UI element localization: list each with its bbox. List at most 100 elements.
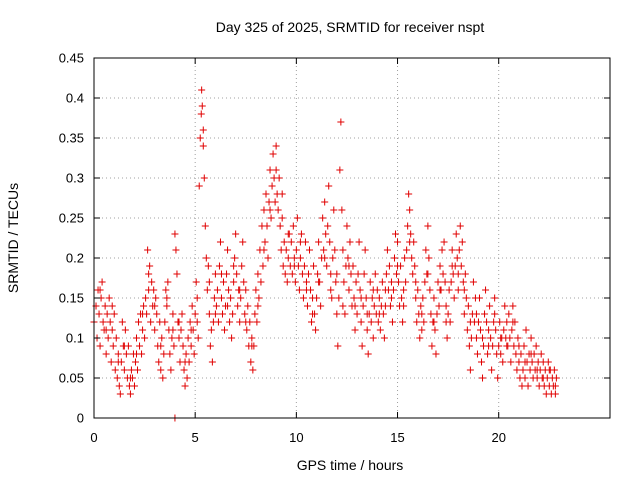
data-point xyxy=(95,310,103,318)
data-point xyxy=(361,246,369,254)
data-point xyxy=(458,238,466,246)
data-point xyxy=(131,358,139,366)
data-point xyxy=(242,286,250,294)
data-point xyxy=(116,390,124,398)
data-point xyxy=(108,302,116,310)
data-point xyxy=(447,278,455,286)
data-point xyxy=(186,318,194,326)
data-point xyxy=(195,182,203,190)
data-point xyxy=(435,302,443,310)
data-point xyxy=(552,374,560,382)
data-point xyxy=(469,278,477,286)
data-point xyxy=(201,222,209,230)
y-tick-label: 0 xyxy=(77,411,84,426)
data-point xyxy=(264,254,272,262)
data-point xyxy=(368,294,376,302)
data-point xyxy=(473,350,481,358)
data-point xyxy=(404,222,412,230)
data-point xyxy=(375,310,383,318)
data-point xyxy=(188,302,196,310)
y-tick-label: 0.45 xyxy=(59,51,84,66)
data-point xyxy=(101,302,109,310)
data-point xyxy=(126,390,134,398)
data-point xyxy=(426,286,434,294)
data-point xyxy=(481,310,489,318)
data-point xyxy=(390,254,398,262)
data-point xyxy=(206,342,214,350)
data-point xyxy=(232,230,240,238)
data-point xyxy=(501,302,509,310)
data-point xyxy=(359,302,367,310)
data-point xyxy=(387,278,395,286)
data-point xyxy=(282,246,290,254)
data-point xyxy=(157,342,165,350)
data-point xyxy=(321,198,329,206)
data-point xyxy=(161,318,169,326)
data-point xyxy=(110,310,118,318)
data-point xyxy=(276,222,284,230)
data-point xyxy=(303,302,311,310)
data-point xyxy=(544,358,552,366)
data-points xyxy=(90,86,560,422)
y-tick-label: 0.15 xyxy=(59,291,84,306)
data-point xyxy=(436,286,444,294)
data-point xyxy=(236,286,244,294)
data-point xyxy=(412,294,420,302)
data-point xyxy=(169,326,177,334)
data-point xyxy=(336,166,344,174)
data-point xyxy=(427,310,435,318)
data-point xyxy=(304,270,312,278)
data-point xyxy=(444,310,452,318)
data-point xyxy=(132,334,140,342)
data-point xyxy=(107,358,115,366)
data-point xyxy=(212,302,220,310)
data-point xyxy=(376,326,384,334)
data-point xyxy=(314,270,322,278)
data-point xyxy=(401,254,409,262)
data-point xyxy=(267,214,275,222)
data-point xyxy=(296,254,304,262)
data-point xyxy=(330,206,338,214)
data-point xyxy=(147,318,155,326)
data-point xyxy=(366,278,374,286)
data-point xyxy=(380,334,388,342)
data-point xyxy=(272,142,280,150)
data-point xyxy=(445,286,453,294)
data-point xyxy=(460,286,468,294)
data-point xyxy=(105,294,113,302)
data-point xyxy=(433,310,441,318)
data-point xyxy=(106,318,114,326)
data-point xyxy=(198,102,206,110)
data-point xyxy=(456,222,464,230)
data-point xyxy=(312,326,320,334)
data-point xyxy=(164,278,172,286)
data-point xyxy=(492,326,500,334)
data-point xyxy=(263,222,271,230)
data-point xyxy=(476,326,484,334)
data-point xyxy=(134,366,142,374)
data-point xyxy=(382,270,390,278)
data-point xyxy=(240,278,248,286)
data-point xyxy=(112,334,120,342)
data-point xyxy=(244,302,252,310)
data-point xyxy=(193,318,201,326)
data-point xyxy=(262,190,270,198)
data-point xyxy=(533,366,541,374)
data-point xyxy=(409,270,417,278)
data-point xyxy=(453,254,461,262)
x-tick-label: 0 xyxy=(90,430,97,445)
data-point xyxy=(247,358,255,366)
data-point xyxy=(146,262,154,270)
data-point xyxy=(192,278,200,286)
data-point xyxy=(515,358,523,366)
y-tick-label: 0.05 xyxy=(59,371,84,386)
data-point xyxy=(162,286,170,294)
data-point xyxy=(450,294,458,302)
data-point xyxy=(323,262,331,270)
data-point xyxy=(288,270,296,278)
data-point xyxy=(104,334,112,342)
data-point xyxy=(271,198,279,206)
data-point xyxy=(462,294,470,302)
data-point xyxy=(175,334,183,342)
data-point xyxy=(515,342,523,350)
